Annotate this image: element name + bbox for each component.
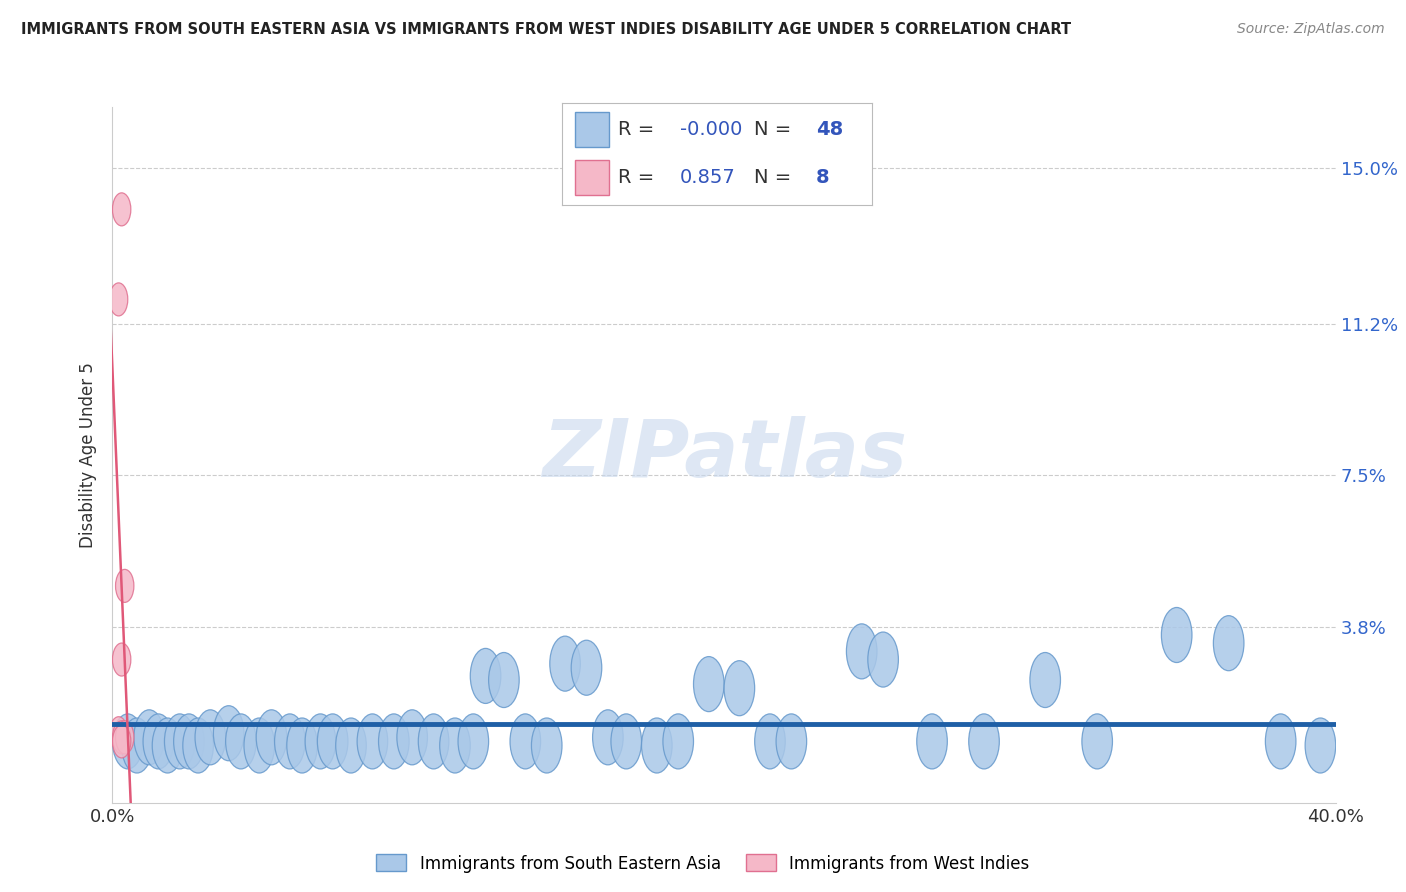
Ellipse shape: [214, 706, 245, 761]
Ellipse shape: [489, 652, 519, 707]
Ellipse shape: [531, 718, 562, 773]
Ellipse shape: [440, 718, 470, 773]
Text: ZIPatlas: ZIPatlas: [541, 416, 907, 494]
Ellipse shape: [470, 648, 501, 704]
Ellipse shape: [510, 714, 541, 769]
Ellipse shape: [245, 718, 274, 773]
Ellipse shape: [693, 657, 724, 712]
Ellipse shape: [305, 714, 336, 769]
Ellipse shape: [174, 714, 204, 769]
Ellipse shape: [396, 710, 427, 764]
FancyBboxPatch shape: [575, 112, 609, 146]
Ellipse shape: [1305, 718, 1336, 773]
Ellipse shape: [336, 718, 367, 773]
Ellipse shape: [612, 714, 641, 769]
Ellipse shape: [287, 718, 318, 773]
Text: Source: ZipAtlas.com: Source: ZipAtlas.com: [1237, 22, 1385, 37]
Ellipse shape: [112, 714, 143, 769]
Ellipse shape: [664, 714, 693, 769]
Ellipse shape: [318, 714, 347, 769]
Ellipse shape: [969, 714, 1000, 769]
Ellipse shape: [641, 718, 672, 773]
Ellipse shape: [378, 714, 409, 769]
Ellipse shape: [110, 716, 128, 750]
Ellipse shape: [274, 714, 305, 769]
Ellipse shape: [115, 721, 134, 754]
Ellipse shape: [419, 714, 449, 769]
Ellipse shape: [571, 640, 602, 695]
Ellipse shape: [357, 714, 388, 769]
Ellipse shape: [112, 725, 131, 758]
Text: IMMIGRANTS FROM SOUTH EASTERN ASIA VS IMMIGRANTS FROM WEST INDIES DISABILITY AGE: IMMIGRANTS FROM SOUTH EASTERN ASIA VS IM…: [21, 22, 1071, 37]
Ellipse shape: [134, 710, 165, 764]
Text: -0.000: -0.000: [681, 120, 742, 139]
Ellipse shape: [165, 714, 195, 769]
Ellipse shape: [143, 714, 174, 769]
Ellipse shape: [112, 193, 131, 226]
FancyBboxPatch shape: [575, 160, 609, 194]
Text: N =: N =: [754, 120, 797, 139]
Ellipse shape: [550, 636, 581, 691]
Ellipse shape: [1265, 714, 1296, 769]
Text: 8: 8: [815, 168, 830, 187]
Ellipse shape: [225, 714, 256, 769]
Ellipse shape: [110, 283, 128, 316]
Ellipse shape: [1161, 607, 1192, 663]
Ellipse shape: [776, 714, 807, 769]
Ellipse shape: [122, 718, 152, 773]
Ellipse shape: [1081, 714, 1112, 769]
Ellipse shape: [112, 643, 131, 676]
Ellipse shape: [1213, 615, 1244, 671]
Text: R =: R =: [619, 168, 661, 187]
Ellipse shape: [1029, 652, 1060, 707]
Ellipse shape: [846, 624, 877, 679]
Y-axis label: Disability Age Under 5: Disability Age Under 5: [79, 362, 97, 548]
Ellipse shape: [256, 710, 287, 764]
Ellipse shape: [724, 661, 755, 715]
Text: N =: N =: [754, 168, 797, 187]
Text: 48: 48: [815, 120, 844, 139]
Ellipse shape: [868, 632, 898, 687]
Text: R =: R =: [619, 120, 661, 139]
Ellipse shape: [755, 714, 786, 769]
Ellipse shape: [112, 721, 131, 754]
Ellipse shape: [195, 710, 225, 764]
Ellipse shape: [115, 569, 134, 602]
Ellipse shape: [183, 718, 214, 773]
Ellipse shape: [917, 714, 948, 769]
Ellipse shape: [592, 710, 623, 764]
Text: 0.857: 0.857: [681, 168, 735, 187]
Ellipse shape: [458, 714, 489, 769]
Ellipse shape: [152, 718, 183, 773]
Legend: Immigrants from South Eastern Asia, Immigrants from West Indies: Immigrants from South Eastern Asia, Immi…: [370, 847, 1036, 880]
